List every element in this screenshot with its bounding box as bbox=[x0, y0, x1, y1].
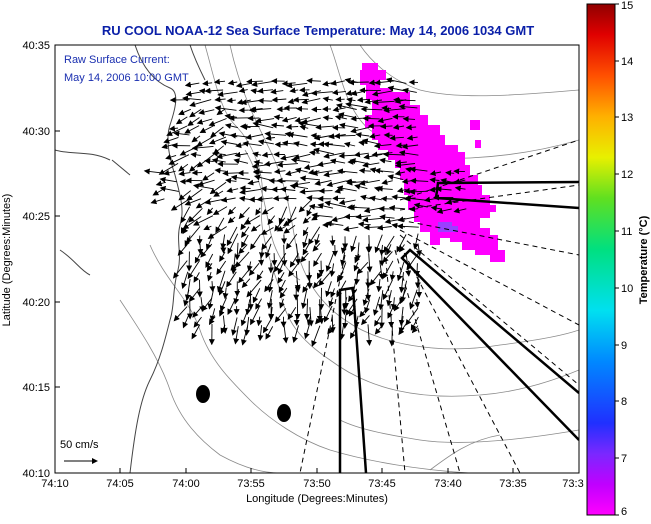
current-vector bbox=[417, 263, 418, 276]
black-blob-2 bbox=[277, 404, 291, 422]
current-vector bbox=[284, 198, 297, 199]
colorbar: 15 14 13 12 11 10 9 8 7 6 Temperature (°… bbox=[587, 0, 650, 518]
current-vector bbox=[278, 181, 299, 182]
lat-tick-label: 40:30 bbox=[22, 126, 50, 138]
colorbar-gradient bbox=[587, 4, 615, 515]
x-axis-label: Longitude (Degrees:Minutes) bbox=[246, 493, 388, 505]
current-vector bbox=[259, 101, 273, 102]
lat-tick-label: 40:35 bbox=[22, 40, 50, 52]
lon-tick-label: 73:50 bbox=[303, 478, 331, 490]
colorbar-tick: 8 bbox=[621, 396, 627, 408]
lon-tick-label: 73:35 bbox=[499, 478, 527, 490]
lon-tick-label: 74:00 bbox=[172, 478, 200, 490]
map-area: Raw Surface Current: May 14, 2006 10:00 … bbox=[55, 45, 579, 473]
colorbar-tick: 15 bbox=[621, 0, 633, 12]
colorbar-tick: 9 bbox=[621, 340, 627, 352]
current-vector bbox=[392, 326, 393, 346]
colorbar-tick: 13 bbox=[621, 112, 633, 124]
current-vector bbox=[247, 81, 263, 82]
lat-tick-label: 40:15 bbox=[22, 382, 50, 394]
black-blob-1 bbox=[196, 385, 210, 403]
colorbar-tick: 10 bbox=[621, 283, 633, 295]
lon-tick-label: 73:55 bbox=[237, 478, 265, 490]
lat-tick-label: 40:10 bbox=[22, 468, 50, 480]
colorbar-tick: 11 bbox=[621, 226, 632, 238]
colorbar-label: Temperature (°C) bbox=[638, 215, 650, 304]
current-vector bbox=[320, 191, 333, 192]
colorbar-tick: 12 bbox=[621, 169, 633, 181]
current-vector bbox=[346, 181, 356, 182]
current-vector bbox=[382, 108, 391, 109]
lat-tick-label: 40:20 bbox=[22, 297, 50, 309]
colorbar-tick: 7 bbox=[621, 453, 627, 465]
colorbar-tick: 6 bbox=[621, 506, 627, 518]
current-vector bbox=[349, 82, 369, 83]
lon-tick-label: 73:3 bbox=[562, 478, 583, 490]
scale-label: 50 cm/s bbox=[60, 439, 99, 451]
current-vector bbox=[363, 118, 379, 119]
lat-ticks: 40:35 40:30 40:25 40:20 40:15 40:10 bbox=[22, 40, 60, 480]
lon-tick-label: 73:40 bbox=[434, 478, 462, 490]
current-vector bbox=[382, 199, 393, 200]
current-label-line1: Raw Surface Current: bbox=[64, 54, 170, 66]
current-label-line2: May 14, 2006 10:00 GMT bbox=[64, 72, 189, 84]
y-axis-label: Latitude (Degrees:Minutes) bbox=[1, 194, 13, 327]
lat-tick-label: 40:25 bbox=[22, 211, 50, 223]
lon-tick-label: 74:05 bbox=[106, 478, 134, 490]
lon-tick-label: 73:45 bbox=[368, 478, 396, 490]
colorbar-tick: 14 bbox=[621, 56, 633, 68]
chart-title: RU COOL NOAA-12 Sea Surface Temperature:… bbox=[102, 23, 534, 38]
